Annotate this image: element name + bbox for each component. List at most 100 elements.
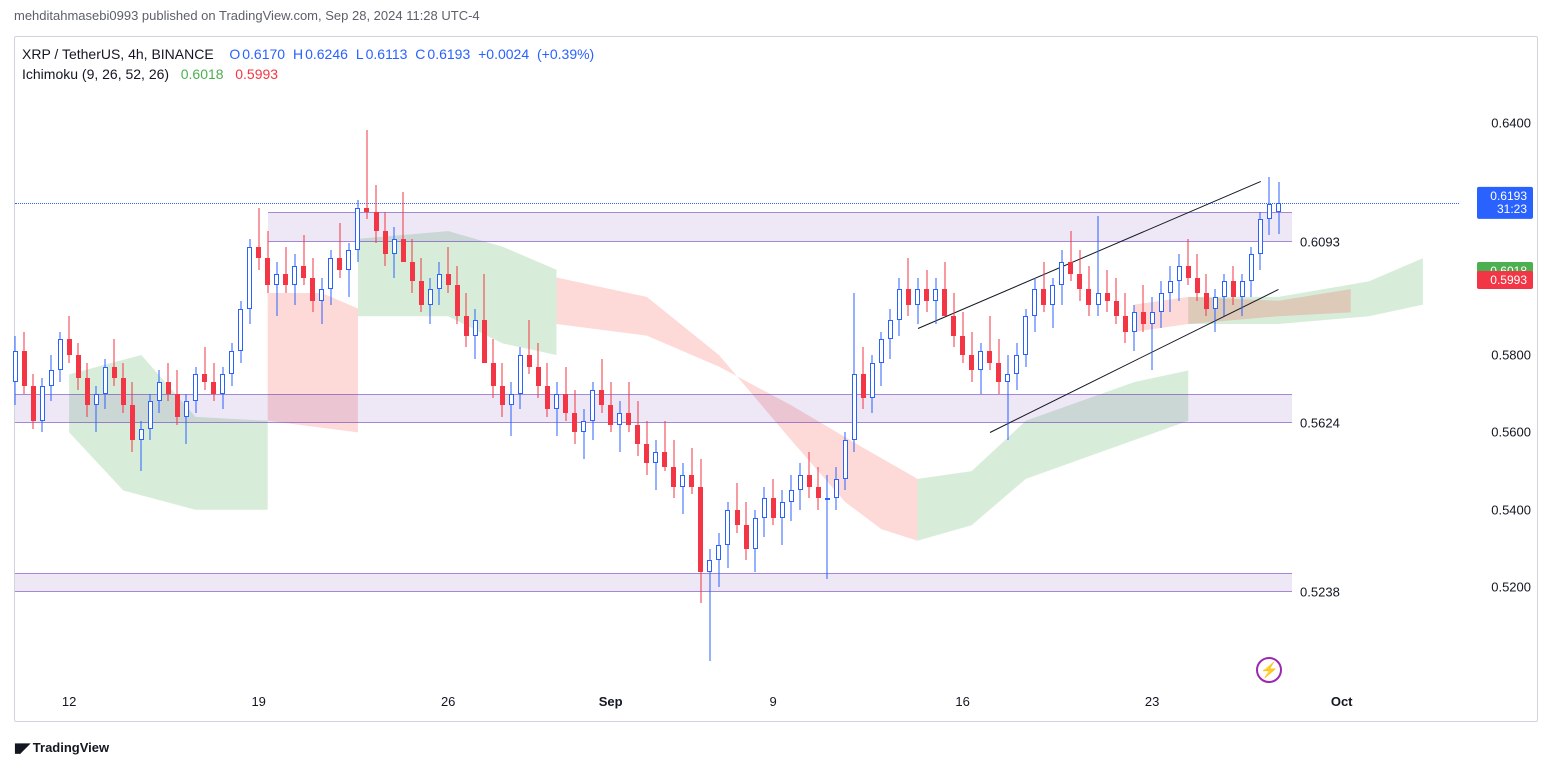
candle (662, 84, 667, 684)
candle (1023, 84, 1028, 684)
ohlc-l: 0.6113 (366, 46, 408, 62)
candle (112, 84, 117, 684)
candle (509, 84, 514, 684)
symbol-row: XRP / TetherUS, 4h, BINANCE O0.6170 H0.6… (22, 46, 596, 62)
candle (148, 84, 153, 684)
y-axis: 0.64000.62000.60000.58000.56000.54000.52… (1459, 84, 1537, 684)
x-tick-label: 19 (251, 694, 265, 709)
candle (220, 84, 225, 684)
candle (1213, 84, 1218, 684)
candle (31, 84, 36, 684)
candle (843, 84, 848, 684)
ohlc-h-label: H (293, 46, 303, 62)
candle (22, 84, 27, 684)
candle (960, 84, 965, 684)
candle (256, 84, 261, 684)
candle (1105, 84, 1110, 684)
y-price-pill: 0.619331:23 (1477, 187, 1533, 219)
candle (1114, 84, 1119, 684)
candle (1195, 84, 1200, 684)
candle (1132, 84, 1137, 684)
x-tick-label: 23 (1145, 694, 1159, 709)
candle (888, 84, 893, 684)
candle (1276, 84, 1281, 684)
candle (175, 84, 180, 684)
candle (861, 84, 866, 684)
ohlc-c-label: C (415, 46, 425, 62)
candle (870, 84, 875, 684)
candle (1240, 84, 1245, 684)
candle (996, 84, 1001, 684)
candle (103, 84, 108, 684)
candle (238, 84, 243, 684)
candle (1077, 84, 1082, 684)
candle (744, 84, 749, 684)
candle (933, 84, 938, 684)
candle (76, 84, 81, 684)
candle (897, 84, 902, 684)
candle (94, 84, 99, 684)
candle (85, 84, 90, 684)
candle (49, 84, 54, 684)
candle (401, 84, 406, 684)
candle (725, 84, 730, 684)
candle (906, 84, 911, 684)
candle (518, 84, 523, 684)
ichimoku-row: Ichimoku (9, 26, 52, 26) 0.6018 0.5993 (22, 66, 278, 82)
candle (1150, 84, 1155, 684)
candle (707, 84, 712, 684)
candle (1123, 84, 1128, 684)
candle (473, 84, 478, 684)
candle (1177, 84, 1182, 684)
candle (355, 84, 360, 684)
candle (527, 84, 532, 684)
tradingview-logo: ▮◤ TradingView (14, 740, 109, 756)
candle (671, 84, 676, 684)
candle (229, 84, 234, 684)
candle (1032, 84, 1037, 684)
x-tick-label: 26 (441, 694, 455, 709)
candle (265, 84, 270, 684)
candle (500, 84, 505, 684)
ichimoku-b: 0.5993 (235, 66, 278, 82)
candle (40, 84, 45, 684)
candle (58, 84, 63, 684)
candle (121, 84, 126, 684)
candle (1014, 84, 1019, 684)
candle (554, 84, 559, 684)
candle (1267, 84, 1272, 684)
candle (590, 84, 595, 684)
candle (166, 84, 171, 684)
chart-area[interactable]: 0.60930.56240.5238⚡ (15, 84, 1459, 684)
candle (852, 84, 857, 684)
y-tick-label: 0.5600 (1491, 425, 1531, 440)
candle (464, 84, 469, 684)
candle (644, 84, 649, 684)
candle (392, 84, 397, 684)
candle (67, 84, 72, 684)
y-tick-label: 0.5400 (1491, 502, 1531, 517)
candle (428, 84, 433, 684)
candle (446, 84, 451, 684)
candle (292, 84, 297, 684)
candle (283, 84, 288, 684)
candle (274, 84, 279, 684)
candle (987, 84, 992, 684)
ohlc-c: 0.6193 (427, 46, 470, 62)
candle (599, 84, 604, 684)
candle (789, 84, 794, 684)
candle (1168, 84, 1173, 684)
candle (364, 84, 369, 684)
candle (879, 84, 884, 684)
candle (337, 84, 342, 684)
candle (924, 84, 929, 684)
x-tick-label: Sep (599, 694, 623, 709)
candle (617, 84, 622, 684)
ichimoku-a: 0.6018 (181, 66, 224, 82)
x-axis: 121926Sep91623Oct (15, 690, 1459, 718)
candle (915, 84, 920, 684)
candle (716, 84, 721, 684)
candle (328, 84, 333, 684)
candle (491, 84, 496, 684)
candle (1186, 84, 1191, 684)
